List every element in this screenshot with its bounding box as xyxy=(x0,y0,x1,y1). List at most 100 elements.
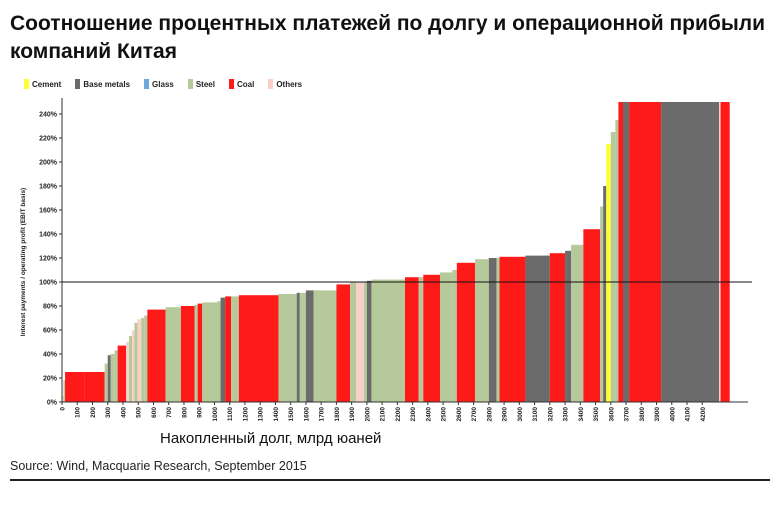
y-tick-label: 0% xyxy=(47,400,58,407)
bar-coal xyxy=(720,102,730,402)
x-tick-label: 700 xyxy=(166,407,173,418)
x-tick-label: 2300 xyxy=(410,407,417,422)
source-note: Source: Wind, Macquarie Research, Septem… xyxy=(10,459,307,473)
x-tick-label: 2700 xyxy=(471,407,478,422)
bar-steel xyxy=(104,363,108,402)
x-tick-label: 1000 xyxy=(212,407,219,422)
x-tick-label: 1500 xyxy=(288,407,295,422)
bar-others xyxy=(356,282,364,402)
bar-steel xyxy=(418,277,424,402)
x-tick-label: 1100 xyxy=(227,407,234,421)
chart-legend: Cement Base metals Glass Steel Coal Othe… xyxy=(24,78,316,90)
x-tick-label: 1700 xyxy=(319,407,326,422)
legend-swatch-coal xyxy=(228,79,234,89)
x-tick-label: 2500 xyxy=(441,407,448,422)
bar-base-metals xyxy=(661,102,720,402)
x-tick-label: 2400 xyxy=(425,407,432,422)
x-tick-label: 3100 xyxy=(532,407,539,422)
bar-steel xyxy=(134,322,138,402)
bar-steel xyxy=(371,279,405,402)
legend-item-steel: Steel xyxy=(187,78,215,90)
x-tick-label: 3800 xyxy=(639,407,646,422)
bar-coal xyxy=(225,296,232,402)
x-tick-label: 3300 xyxy=(563,407,570,422)
legend-label-steel: Steel xyxy=(195,79,215,89)
legend-item-coal: Coal xyxy=(228,78,254,90)
bar-base-metals xyxy=(305,290,314,402)
chart-title: Соотношение процентных платежей по долгу… xyxy=(10,12,766,63)
bar-coal xyxy=(147,309,166,402)
x-tick-label: 3500 xyxy=(593,407,600,422)
legend-swatch-base-metals xyxy=(75,79,81,89)
x-tick-label: 3900 xyxy=(654,407,661,422)
bar-steel xyxy=(194,304,198,402)
legend-item-cement: Cement xyxy=(24,78,61,90)
bar-base-metals xyxy=(220,297,226,402)
x-tick-label: 1900 xyxy=(349,407,356,422)
y-tick-label: 100% xyxy=(39,280,58,287)
legend-item-base-metals: Base metals xyxy=(75,78,130,90)
x-tick-label: 3400 xyxy=(578,407,585,422)
legend-swatch-glass xyxy=(144,79,150,89)
bar-coal xyxy=(629,102,662,402)
x-tick-label: 600 xyxy=(151,407,158,418)
bar-steel xyxy=(496,258,500,402)
bar-coal xyxy=(84,372,105,402)
x-tick-label: 400 xyxy=(121,407,128,418)
x-tick-label: 4200 xyxy=(700,407,707,422)
x-tick-label: 4000 xyxy=(669,407,676,422)
x-tick-label: 500 xyxy=(136,407,143,418)
y-tick-label: 20% xyxy=(43,376,58,383)
bar-steel xyxy=(110,354,115,402)
bar-steel xyxy=(63,380,66,402)
legend-swatch-cement xyxy=(24,79,29,89)
x-tick-label: 100 xyxy=(75,407,82,418)
bar-base-metals xyxy=(603,186,607,402)
bar-coal xyxy=(549,253,566,402)
bar-steel xyxy=(231,296,239,402)
x-tick-label: 2200 xyxy=(395,407,402,422)
bar-coal xyxy=(618,102,623,402)
y-tick-label: 80% xyxy=(43,304,58,311)
y-tick-label: 160% xyxy=(39,208,58,215)
x-tick-label: 3200 xyxy=(547,407,554,422)
bar-base-metals xyxy=(366,280,372,402)
bar-base-metals xyxy=(525,255,550,402)
bar-steel xyxy=(440,272,453,402)
bar-others xyxy=(719,102,721,402)
bar-steel xyxy=(475,259,489,402)
x-tick-label: 1800 xyxy=(334,407,341,422)
bar-steel xyxy=(202,302,218,402)
bar-steel xyxy=(350,282,357,402)
bar-coal xyxy=(499,256,526,402)
x-tick-label: 3600 xyxy=(608,407,615,422)
x-tick-label: 900 xyxy=(197,407,204,418)
x-tick-label: 4100 xyxy=(685,407,692,422)
bar-coal xyxy=(180,306,195,402)
x-tick-label: 2100 xyxy=(380,407,387,422)
legend-swatch-others xyxy=(268,79,274,89)
bar-coal xyxy=(65,372,85,402)
y-tick-label: 60% xyxy=(43,328,58,335)
bar-steel xyxy=(600,206,604,402)
bar-steel xyxy=(610,132,616,402)
legend-label-base-metals: Base metals xyxy=(83,79,131,89)
legend-item-others: Others xyxy=(268,78,302,90)
bar-steel xyxy=(299,292,306,402)
x-tick-label: 1300 xyxy=(258,407,265,422)
bar-steel xyxy=(114,350,118,402)
bar-base-metals xyxy=(107,355,111,402)
bar-steel xyxy=(615,120,619,402)
bar-coal xyxy=(405,277,419,402)
bar-cement xyxy=(606,144,611,402)
bar-base-metals xyxy=(296,292,300,402)
bar-steel xyxy=(165,307,181,402)
bar-steel xyxy=(144,315,148,402)
x-tick-label: 1400 xyxy=(273,407,280,422)
bar-coal xyxy=(423,274,441,402)
y-tick-label: 140% xyxy=(39,232,58,239)
bar-steel xyxy=(141,318,145,402)
bar-steel xyxy=(313,290,337,402)
bar-others xyxy=(137,319,142,402)
